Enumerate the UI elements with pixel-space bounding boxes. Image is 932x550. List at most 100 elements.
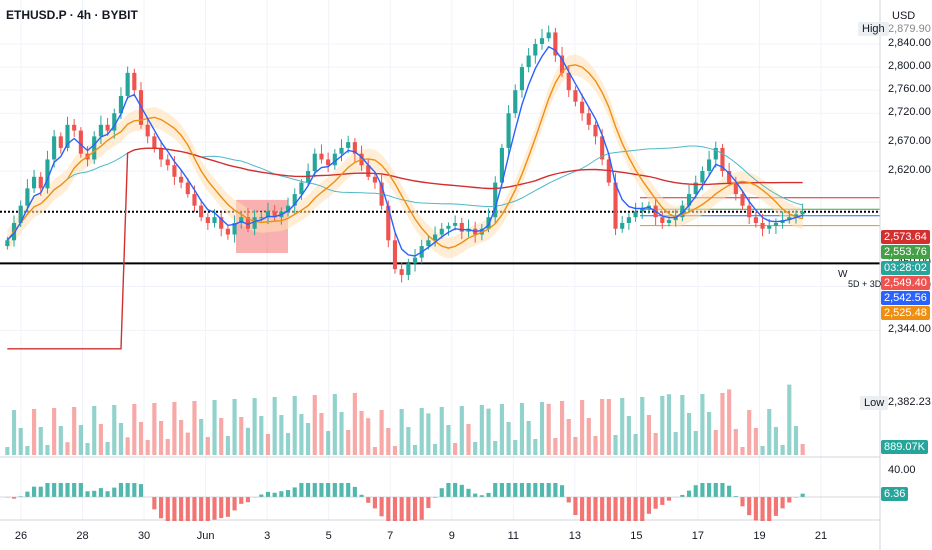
candle-body <box>506 113 511 148</box>
oscillator-bar <box>38 486 43 497</box>
time-tick-label: 9 <box>448 530 455 542</box>
volume-bar <box>52 408 57 455</box>
candle-body <box>118 95 124 114</box>
volume-bar <box>580 400 585 455</box>
oscillator-bar <box>299 483 304 497</box>
volume-bar <box>519 403 525 455</box>
candle-body <box>600 136 605 160</box>
candle-body <box>526 55 531 68</box>
volume-bar <box>660 396 665 455</box>
oscillator-bar <box>686 490 692 497</box>
volume-bar <box>199 419 204 455</box>
candle-body <box>326 159 331 166</box>
candle-body <box>773 222 778 226</box>
volume-bar <box>118 423 124 455</box>
oscillator-bar <box>212 497 217 520</box>
volume-bar <box>693 431 698 455</box>
weekly-level-label: W <box>838 269 848 280</box>
volume-bar <box>372 447 377 455</box>
candle-body <box>5 240 10 247</box>
oscillator-bar <box>185 497 190 521</box>
candle-body <box>272 211 277 218</box>
volume-bar <box>727 389 732 455</box>
volume-bar <box>593 436 598 455</box>
candle-body <box>539 38 545 44</box>
oscillator-bar <box>633 497 638 521</box>
volume-bar <box>5 447 10 455</box>
volume-bar <box>152 403 157 455</box>
oscillator-bar <box>78 483 83 497</box>
candle-body <box>58 136 63 148</box>
volume-bar <box>399 409 404 455</box>
candle-body <box>112 113 117 131</box>
volume-bar <box>299 414 304 455</box>
oscillator-bar <box>232 497 237 511</box>
candle-body <box>519 67 525 91</box>
oscillator-bar <box>158 497 164 519</box>
volume-bar <box>506 422 511 455</box>
volume-bar <box>185 432 190 455</box>
oscillator-bar <box>58 483 63 497</box>
oscillator-bar <box>539 483 545 497</box>
oscillator-bar <box>386 497 391 521</box>
oscillator-bar <box>205 497 210 521</box>
volume-bar <box>65 442 70 455</box>
volume-bar <box>626 416 631 455</box>
candle-body <box>259 217 264 219</box>
oscillator-bar <box>486 492 491 497</box>
volume-bar <box>680 395 685 455</box>
volume-bar <box>98 424 103 455</box>
volume-bars <box>5 384 805 455</box>
volume-bar <box>285 433 291 455</box>
candle-body <box>319 153 324 160</box>
last-price-tag: 2,549.40 <box>881 276 930 290</box>
volume-bar <box>105 442 110 455</box>
volume-bar <box>633 434 638 455</box>
volume-bar <box>740 447 745 455</box>
volume-bar <box>573 437 578 455</box>
oscillator-bar <box>473 493 478 497</box>
oscillator-bar <box>767 497 772 521</box>
oscillator-bar <box>152 497 157 510</box>
countdown-tag: 03:28:02 <box>881 261 930 275</box>
volume-bar <box>352 393 357 455</box>
chart-symbol-title: ETHUSD.P · 4h · BYBIT <box>6 8 138 22</box>
high-label: High <box>858 22 889 36</box>
volume-bar <box>673 432 678 455</box>
oscillator-bar <box>666 497 672 501</box>
candle-body <box>620 222 625 229</box>
oscillator-bar <box>85 491 90 497</box>
candle-body <box>466 228 471 232</box>
candle-body <box>192 194 197 206</box>
oscillator-bar <box>406 497 411 521</box>
candle-body <box>553 32 558 56</box>
oscillator-bar <box>32 486 37 497</box>
oscillator-bar <box>493 483 498 497</box>
volume-bar <box>653 433 658 455</box>
candle-body <box>713 147 718 160</box>
oscillator-bar <box>653 497 658 509</box>
oscillator-bar <box>446 483 451 497</box>
price-tick-top: 2,879.90 <box>888 23 931 35</box>
volume-bar <box>272 397 277 455</box>
volume-bar <box>600 399 605 455</box>
oscillator-bar <box>132 483 137 497</box>
candle-body <box>392 240 398 270</box>
candle-body <box>145 124 150 137</box>
volume-bar <box>85 443 90 455</box>
candle-body <box>346 142 351 148</box>
volume-bar <box>686 413 692 455</box>
candle-body <box>753 217 758 223</box>
oscillator-bar <box>352 486 357 497</box>
time-tick-label: 7 <box>387 530 394 542</box>
candle-body <box>78 130 83 154</box>
candle-body <box>693 182 698 195</box>
volume-bar <box>279 415 284 455</box>
volume-bar <box>533 439 538 455</box>
envelope-band <box>7 54 803 259</box>
oscillator-bar <box>439 488 444 497</box>
candle-body <box>172 165 177 177</box>
volume-bar <box>553 438 558 455</box>
oscillator-bar <box>660 497 665 505</box>
